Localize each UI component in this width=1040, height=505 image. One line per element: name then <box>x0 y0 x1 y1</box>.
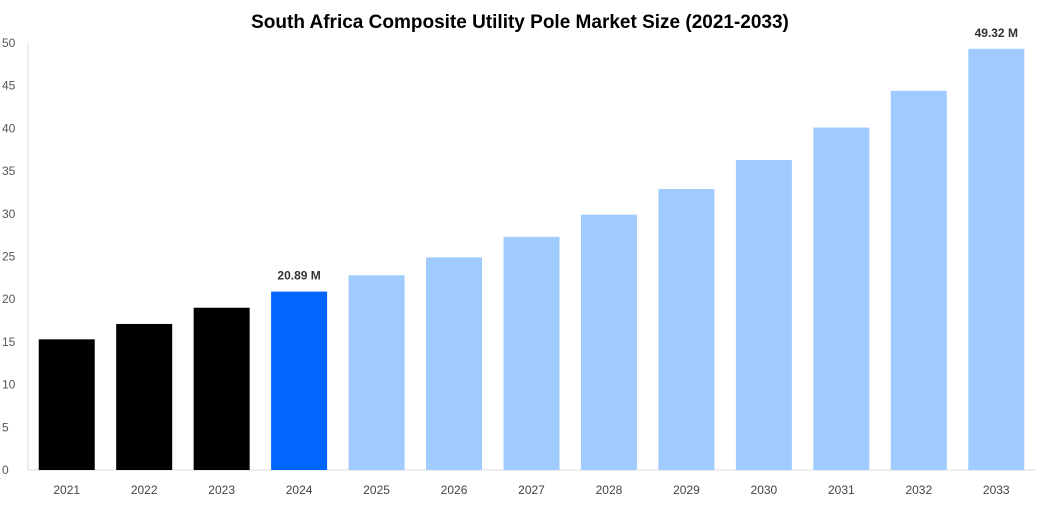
bar-2033 <box>968 48 1025 471</box>
bar-2021 <box>38 339 95 470</box>
bar-2030 <box>735 159 792 471</box>
bar-2031 <box>813 127 870 471</box>
y-tick-label: 15 <box>2 335 16 349</box>
bar-2026 <box>426 257 483 470</box>
y-tick-label: 45 <box>2 79 16 93</box>
bar-2023 <box>193 307 250 470</box>
bar-2027 <box>503 236 560 470</box>
y-tick-label: 5 <box>2 420 9 434</box>
y-tick-label: 25 <box>2 250 16 264</box>
y-tick-label: 10 <box>2 378 16 392</box>
x-tick-label: 2030 <box>751 483 778 497</box>
x-tick-label: 2028 <box>596 483 623 497</box>
data-label: 20.89 M <box>277 269 320 283</box>
bar-2029 <box>658 189 715 470</box>
y-tick-label: 40 <box>2 121 16 135</box>
x-tick-label: 2021 <box>53 483 80 497</box>
x-tick-label: 2026 <box>441 483 468 497</box>
y-tick-label: 0 <box>2 463 9 477</box>
bar-2024 <box>271 291 328 470</box>
bar-2022 <box>116 323 173 470</box>
bar-2032 <box>890 90 947 470</box>
data-label: 49.32 M <box>975 26 1018 40</box>
x-tick-label: 2032 <box>905 483 932 497</box>
y-tick-label: 20 <box>2 292 16 306</box>
y-tick-label: 50 <box>2 36 16 50</box>
y-tick-label: 35 <box>2 164 16 178</box>
x-tick-label: 2031 <box>828 483 855 497</box>
x-tick-label: 2024 <box>286 483 313 497</box>
bar-2025 <box>348 275 405 470</box>
x-tick-label: 2027 <box>518 483 545 497</box>
x-tick-label: 2025 <box>363 483 390 497</box>
x-tick-label: 2029 <box>673 483 700 497</box>
y-tick-label: 30 <box>2 207 16 221</box>
x-tick-label: 2033 <box>983 483 1010 497</box>
x-tick-label: 2022 <box>131 483 158 497</box>
bar-2028 <box>580 214 637 470</box>
chart-title: South Africa Composite Utility Pole Mark… <box>251 12 789 33</box>
x-tick-label: 2023 <box>208 483 235 497</box>
